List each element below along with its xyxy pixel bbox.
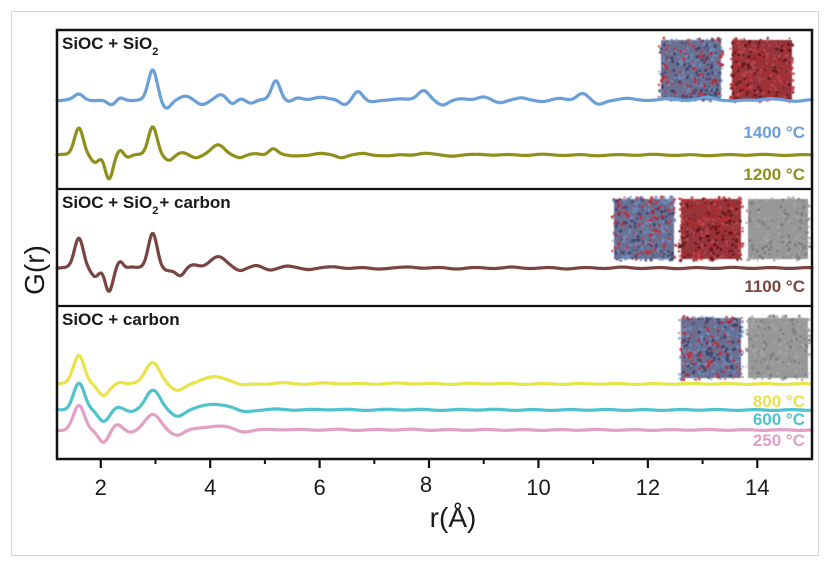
temperature-label: 600 °C (753, 410, 805, 429)
x-tick-label: 2 (95, 475, 107, 500)
panel-title: SiOC + SiO2+ carbon (62, 193, 231, 217)
panel-title: SiOC + carbon (62, 310, 180, 329)
x-tick-label: 10 (526, 475, 550, 500)
temperature-label: 1100 °C (744, 277, 805, 296)
temperature-label: 250 °C (753, 431, 805, 450)
panel-title-subscript: 2 (152, 205, 158, 217)
sioc-structure-image (610, 195, 678, 262)
y-axis-label: G(r) (19, 245, 50, 295)
panel-title-subscript: 2 (152, 46, 158, 58)
plot-border (55, 28, 814, 461)
series-line-800C (55, 353, 814, 398)
sio2-structure-image (677, 196, 745, 263)
sio2-structure-image (728, 36, 795, 104)
series-line-600C (55, 381, 814, 423)
x-tick-label: 14 (745, 475, 769, 500)
sioc-structure-image (677, 315, 745, 382)
carbon-structure-image (745, 196, 812, 262)
panel-title: SiOC + SiO2 (62, 34, 158, 58)
panel-title-text: SiOC + SiO (62, 193, 152, 212)
carbon-structure-image (744, 314, 812, 382)
x-tick-label: 8 (420, 472, 432, 497)
x-tick-label: 4 (204, 475, 216, 500)
panel-2: SiOC + SiO2+ carbon 1100 °C (55, 193, 814, 296)
panel-title-text: SiOC + SiO (62, 34, 152, 53)
temperature-label: 800 °C (753, 392, 805, 411)
x-tick-label: 12 (636, 475, 660, 500)
series-line-1200C (55, 125, 814, 181)
x-tick-label: 6 (313, 475, 325, 500)
series-line-1100C (55, 231, 814, 293)
panel-title-suffix: + carbon (159, 193, 230, 212)
temperature-label: 1400 °C (743, 123, 805, 142)
series-line-1400C (55, 68, 814, 110)
x-axis-label: r(Å) (430, 502, 477, 533)
series-line-250C (55, 403, 814, 444)
x-axis-ticks: 2 4 6 8 10 12 14 (95, 459, 770, 500)
panel-1: SiOC + SiO2 1400 °C 1200 °C (55, 34, 814, 184)
sioc-structure-image (657, 36, 725, 103)
panel-title-text: SiOC + carbon (62, 310, 180, 329)
temperature-label: 1200 °C (743, 165, 805, 184)
